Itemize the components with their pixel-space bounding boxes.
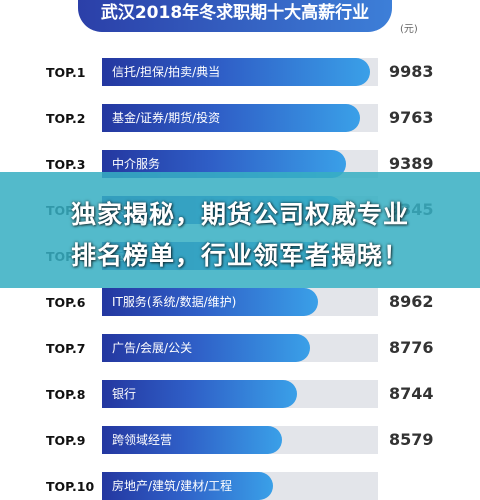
bar-track: 银行 <box>102 380 378 408</box>
category-label: 信托/担保/拍卖/典当 <box>112 65 221 79</box>
bar: 基金/证券/期货/投资 <box>102 104 360 132</box>
bar: 房地产/建筑/建材/工程 <box>102 472 273 500</box>
category-label: 房地产/建筑/建材/工程 <box>112 479 233 493</box>
bar: 信托/担保/拍卖/典当 <box>102 58 370 86</box>
rank-label: TOP.6 <box>46 295 86 310</box>
value-label: 8776 <box>389 338 434 357</box>
category-label: 跨领域经营 <box>112 433 173 447</box>
chart-title: 武汉2018年冬求职期十大高薪行业 <box>78 0 392 32</box>
headline-line-1: 独家揭秘，期货公司权威专业 <box>70 200 409 229</box>
bar-track: 广告/会展/公关 <box>102 334 378 362</box>
bar-track: 信托/担保/拍卖/典当 <box>102 58 378 86</box>
bar-track: 房地产/建筑/建材/工程 <box>102 472 378 500</box>
rank-label: TOP.2 <box>46 111 86 126</box>
bar-track: 基金/证券/期货/投资 <box>102 104 378 132</box>
rank-label: TOP.7 <box>46 341 86 356</box>
bar: 银行 <box>102 380 297 408</box>
rank-label: TOP.10 <box>46 479 95 494</box>
category-label: IT服务(系统/数据/维护) <box>112 295 237 309</box>
bar: 跨领域经营 <box>102 426 282 454</box>
rank-label: TOP.9 <box>46 433 86 448</box>
value-label: 9389 <box>389 154 434 173</box>
bar-track: IT服务(系统/数据/维护) <box>102 288 378 316</box>
category-label: 银行 <box>112 387 137 401</box>
unit-label: (元) <box>400 24 418 35</box>
headline-overlay <box>0 172 480 288</box>
value-label: 9983 <box>389 62 434 81</box>
category-label: 中介服务 <box>112 157 161 171</box>
category-label: 广告/会展/公关 <box>112 341 193 355</box>
value-label: 8962 <box>389 292 434 311</box>
rank-label: TOP.8 <box>46 387 86 402</box>
bar: IT服务(系统/数据/维护) <box>102 288 318 316</box>
headline-line-2: 排名榜单，行业领军者揭晓！ <box>70 241 409 270</box>
value-label: 8744 <box>389 384 434 403</box>
rank-label: TOP.1 <box>46 65 86 80</box>
category-label: 基金/证券/期货/投资 <box>112 111 221 125</box>
rank-label: TOP.3 <box>46 157 86 172</box>
bar-track: 跨领域经营 <box>102 426 378 454</box>
bar: 广告/会展/公关 <box>102 334 310 362</box>
value-label: 8579 <box>389 430 434 449</box>
value-label: 9763 <box>389 108 434 127</box>
